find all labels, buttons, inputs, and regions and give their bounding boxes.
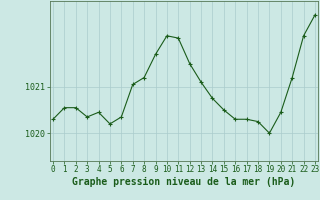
X-axis label: Graphe pression niveau de la mer (hPa): Graphe pression niveau de la mer (hPa) <box>72 177 296 187</box>
